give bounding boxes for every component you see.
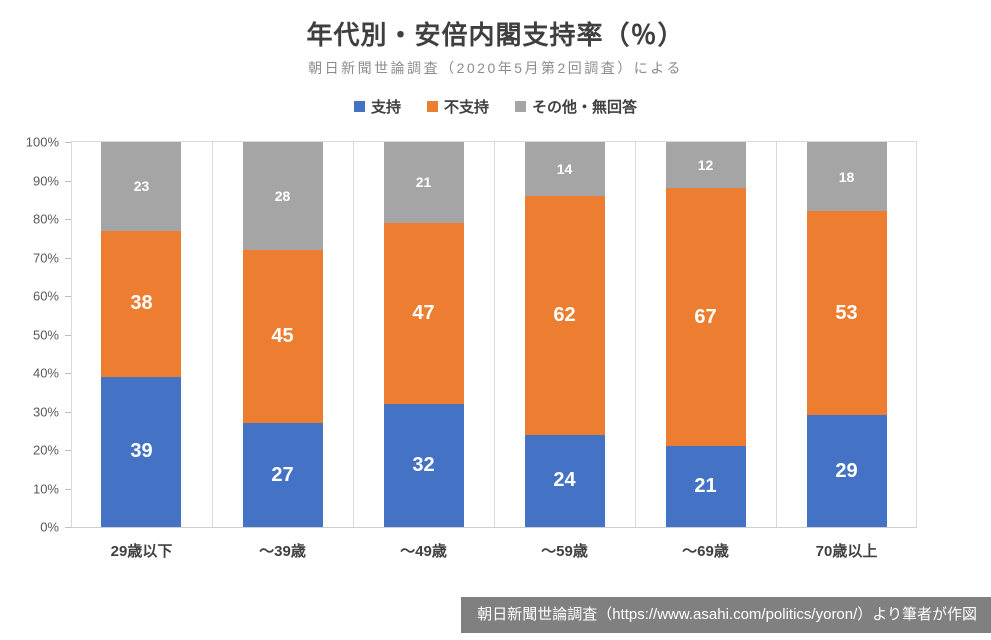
x-axis-category-label: ～49歳 — [400, 543, 447, 560]
bar-segment: 27 — [242, 423, 323, 527]
x-axis-category-label: ～39歳 — [259, 543, 306, 560]
y-axis-label: 20% — [32, 442, 59, 458]
legend: 支持 不支持 その他・無回答 — [0, 96, 991, 117]
y-axis-tick — [65, 411, 71, 413]
bar-segment: 38 — [101, 230, 182, 377]
bar-segment: 47 — [383, 222, 464, 404]
y-axis-tick — [65, 527, 71, 528]
stacked-bar: 39 38 23 — [101, 142, 182, 527]
bar-segment: 62 — [524, 195, 605, 435]
y-axis-tick — [65, 450, 71, 451]
category-separator-line — [776, 142, 777, 527]
legend-swatch-icon — [353, 101, 365, 112]
bar-segment: 28 — [242, 142, 323, 250]
x-axis-category-label: ～69歳 — [682, 543, 729, 560]
y-axis-label: 30% — [32, 404, 59, 419]
legend-label: 不支持 — [443, 99, 489, 116]
y-axis-tick — [65, 219, 71, 220]
bar-segment: 39 — [101, 376, 182, 527]
x-axis-category-label: 70歳以上 — [815, 543, 878, 560]
y-axis-label: 80% — [32, 211, 59, 227]
bar-segment: 14 — [524, 142, 605, 196]
bar-segment: 12 — [665, 142, 746, 189]
y-axis-tick — [65, 142, 71, 143]
bar-segment: 45 — [242, 249, 323, 424]
category-separator-line — [634, 142, 636, 527]
category-separator-line — [211, 142, 213, 527]
stacked-bar: 29 53 18 — [806, 142, 887, 527]
stacked-bar: 32 47 21 — [383, 142, 464, 527]
bar-segment: 23 — [101, 142, 182, 231]
category-separator-line — [71, 142, 72, 527]
legend-item: その他・無回答 — [515, 96, 637, 117]
y-axis-label: 70% — [32, 250, 59, 265]
legend-item: 不支持 — [426, 96, 489, 117]
y-axis-label: 60% — [32, 288, 59, 304]
legend-item: 支持 — [353, 96, 401, 117]
y-axis-label: 100% — [25, 134, 59, 150]
y-axis-label: 40% — [32, 365, 59, 381]
x-axis-category-label: ～59歳 — [541, 543, 588, 560]
x-axis-labels: 29歳以下 ～39歳 ～49歳 ～59歳 ～69歳 70歳以上 — [71, 540, 917, 561]
y-axis-label: 10% — [32, 481, 59, 496]
source-caption: 朝日新聞世論調査（https://www.asahi.com/politics/… — [461, 597, 991, 633]
bar-segment: 21 — [383, 142, 464, 223]
y-axis-label: 90% — [32, 173, 59, 188]
chart-title: 年代別・安倍内閣支持率（％） — [306, 20, 685, 50]
y-axis-tick — [65, 257, 71, 259]
bar-segment: 24 — [524, 434, 605, 527]
x-axis-category-label: 29歳以下 — [110, 543, 173, 560]
y-axis-tick — [65, 373, 71, 374]
y-axis-label: 50% — [32, 327, 59, 342]
bar-segment: 29 — [806, 415, 887, 527]
y-axis-tick — [65, 334, 71, 336]
chart-subtitle: 朝日新聞世論調査（2020年5月第2回調査）による — [308, 60, 683, 76]
legend-label: その他・無回答 — [532, 99, 638, 116]
y-axis-label: 0% — [40, 519, 59, 535]
legend-swatch-icon — [515, 101, 526, 112]
bar-segment: 67 — [665, 188, 746, 447]
stacked-bar: 24 62 14 — [524, 142, 605, 527]
y-axis-tick — [65, 488, 71, 490]
bar-segment: 18 — [806, 142, 887, 212]
bar-segment: 21 — [665, 446, 746, 527]
category-separator-line — [352, 142, 354, 527]
plot-area: 0% 10% 20% 30% 40% 50% 60% 70% 80% 90% 100% 39 38 23 2… — [26, 135, 917, 535]
legend-label: 支持 — [370, 99, 401, 116]
y-axis-tick — [65, 180, 71, 182]
y-axis-tick — [65, 296, 71, 297]
legend-swatch-icon — [426, 101, 438, 112]
stacked-bar: 27 45 28 — [242, 142, 323, 527]
bar-segment: 53 — [806, 211, 887, 416]
category-separator-line — [494, 142, 495, 527]
category-separator-line — [916, 142, 917, 527]
stacked-bar: 21 67 12 — [665, 142, 746, 527]
bar-segment: 32 — [383, 403, 464, 527]
